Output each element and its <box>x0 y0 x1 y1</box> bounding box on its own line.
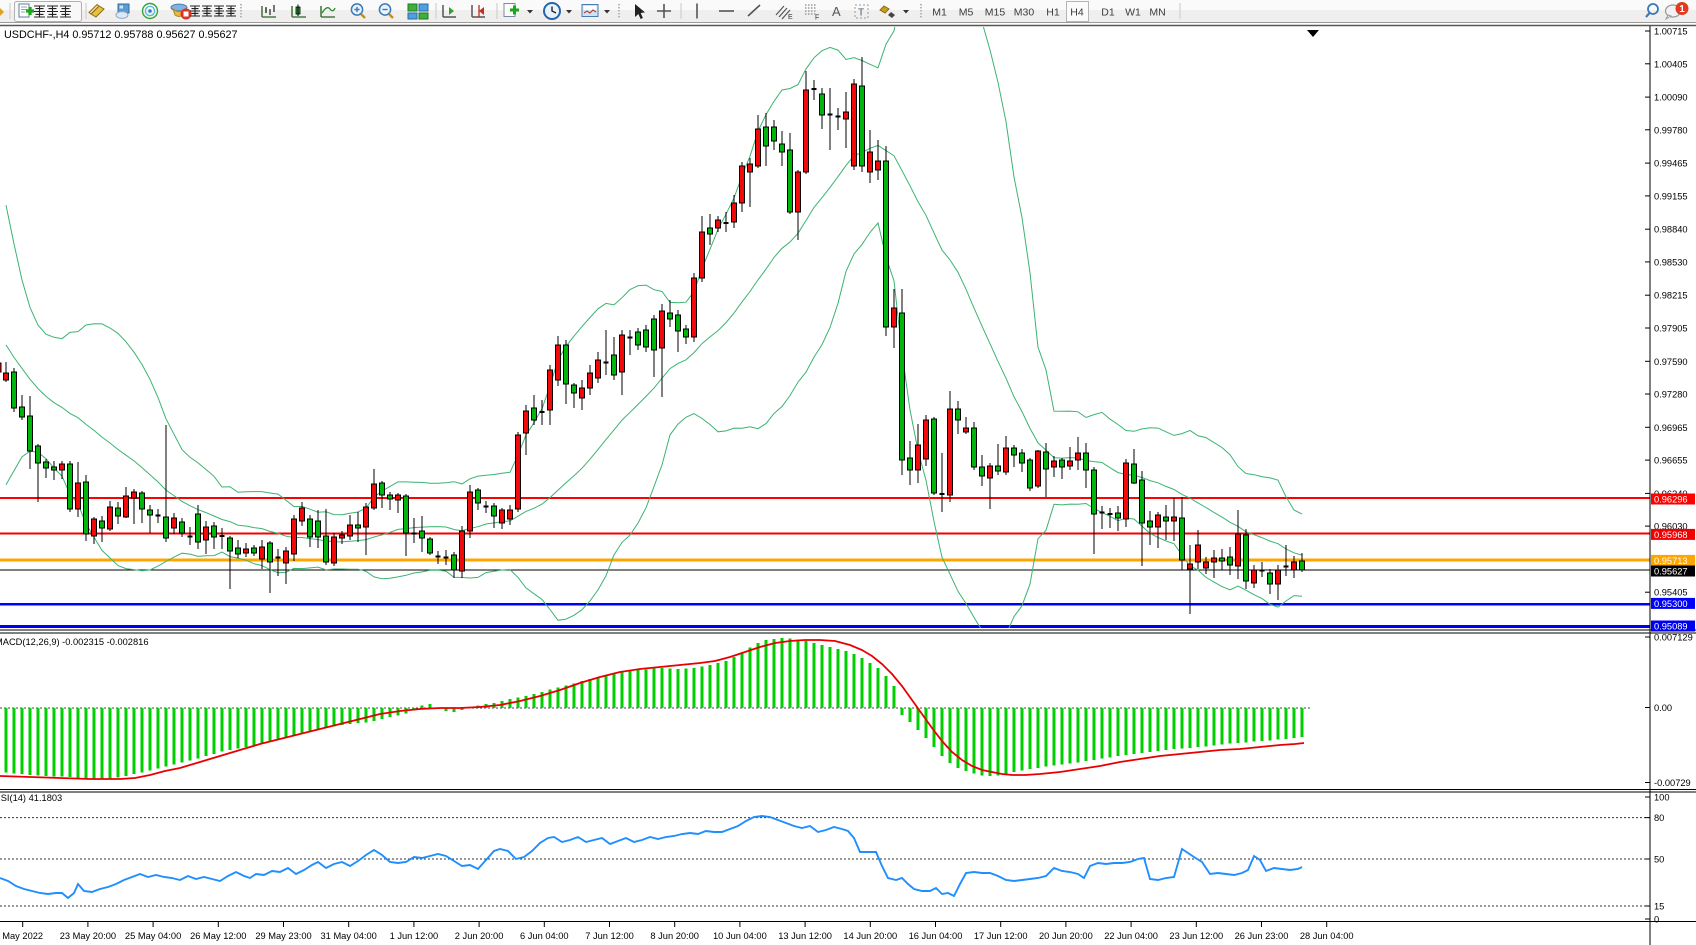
svg-text:7 Jun 12:00: 7 Jun 12:00 <box>585 931 634 941</box>
svg-text:15: 15 <box>1654 902 1664 912</box>
svg-text:0.96965: 0.96965 <box>1654 423 1688 433</box>
svg-text:D1: D1 <box>1101 7 1115 19</box>
svg-text:0.95713: 0.95713 <box>1654 556 1688 566</box>
svg-text:16 Jun 04:00: 16 Jun 04:00 <box>909 931 963 941</box>
svg-text:0.95089: 0.95089 <box>1654 622 1688 632</box>
svg-text:0.97905: 0.97905 <box>1654 324 1688 334</box>
svg-text:M1: M1 <box>932 7 947 19</box>
svg-text:M30: M30 <box>1014 7 1035 19</box>
svg-text:31 May 04:00: 31 May 04:00 <box>321 931 377 941</box>
svg-text:14 Jun 20:00: 14 Jun 20:00 <box>843 931 897 941</box>
svg-text:0.95968: 0.95968 <box>1654 530 1688 540</box>
svg-text:50: 50 <box>1654 855 1664 865</box>
svg-text:F: F <box>815 15 819 22</box>
svg-text:0.96655: 0.96655 <box>1654 456 1688 466</box>
svg-text:13 Jun 12:00: 13 Jun 12:00 <box>778 931 832 941</box>
svg-text:1.00090: 1.00090 <box>1654 93 1688 103</box>
svg-text:10 Jun 04:00: 10 Jun 04:00 <box>713 931 767 941</box>
svg-text:M5: M5 <box>959 7 974 19</box>
svg-text:E: E <box>788 14 793 21</box>
svg-text:26 Jun 23:00: 26 Jun 23:00 <box>1235 931 1289 941</box>
svg-text:May 2022: May 2022 <box>2 931 43 941</box>
svg-text:0.95300: 0.95300 <box>1654 599 1688 609</box>
svg-text:6 Jun 04:00: 6 Jun 04:00 <box>520 931 569 941</box>
svg-text:0.98840: 0.98840 <box>1654 225 1688 235</box>
svg-text:W1: W1 <box>1125 7 1141 19</box>
svg-text:26 May 12:00: 26 May 12:00 <box>190 931 246 941</box>
svg-text:USDCHF-,H4 0.95712 0.95788 0.: USDCHF-,H4 0.95712 0.95788 0.95627 0.956… <box>4 29 238 41</box>
svg-text:100: 100 <box>1654 793 1670 803</box>
svg-text:28 Jun 04:00: 28 Jun 04:00 <box>1300 931 1354 941</box>
svg-text:0.95405: 0.95405 <box>1654 588 1688 598</box>
svg-text:0.98215: 0.98215 <box>1654 291 1688 301</box>
svg-text:H1: H1 <box>1046 7 1060 19</box>
svg-text:0.96030: 0.96030 <box>1654 522 1688 532</box>
svg-text:8 Jun 20:00: 8 Jun 20:00 <box>650 931 699 941</box>
svg-text:0: 0 <box>1654 915 1659 925</box>
svg-text:M15: M15 <box>985 7 1006 19</box>
svg-text:0.96296: 0.96296 <box>1654 495 1688 505</box>
svg-text:0.99155: 0.99155 <box>1654 191 1688 201</box>
svg-text:0.007129: 0.007129 <box>1654 633 1693 643</box>
svg-text:0.97590: 0.97590 <box>1654 357 1688 367</box>
svg-text:1 Jun 12:00: 1 Jun 12:00 <box>390 931 439 941</box>
svg-text:-0.00729: -0.00729 <box>1654 778 1691 788</box>
svg-text:1.00405: 1.00405 <box>1654 59 1688 69</box>
svg-text:80: 80 <box>1654 813 1664 823</box>
svg-text:1.00715: 1.00715 <box>1654 27 1688 37</box>
svg-text:22 Jun 04:00: 22 Jun 04:00 <box>1104 931 1158 941</box>
svg-text:MN: MN <box>1149 7 1165 19</box>
svg-text:0.95627: 0.95627 <box>1654 567 1688 577</box>
svg-text:29 May 23:00: 29 May 23:00 <box>255 931 311 941</box>
svg-text:H4: H4 <box>1070 7 1084 19</box>
svg-text:0.99780: 0.99780 <box>1654 125 1688 135</box>
svg-text:0.97280: 0.97280 <box>1654 390 1688 400</box>
svg-text:0.00: 0.00 <box>1654 703 1672 713</box>
svg-text:MACD(12,26,9) -0.002315 -0.002: MACD(12,26,9) -0.002315 -0.002816 <box>0 637 149 647</box>
svg-text:A: A <box>832 4 841 19</box>
svg-text:2 Jun 20:00: 2 Jun 20:00 <box>455 931 504 941</box>
svg-text:0.99465: 0.99465 <box>1654 159 1688 169</box>
svg-text:23 May 20:00: 23 May 20:00 <box>60 931 116 941</box>
svg-text:20 Jun 20:00: 20 Jun 20:00 <box>1039 931 1093 941</box>
svg-text:0.98530: 0.98530 <box>1654 257 1688 267</box>
svg-text:23 Jun 12:00: 23 Jun 12:00 <box>1169 931 1223 941</box>
svg-text:1: 1 <box>1679 4 1685 15</box>
svg-text:25 May 04:00: 25 May 04:00 <box>125 931 181 941</box>
svg-text:RSI(14) 41.1803: RSI(14) 41.1803 <box>0 793 62 803</box>
svg-text:T: T <box>858 8 864 19</box>
svg-text:17 Jun 12:00: 17 Jun 12:00 <box>974 931 1028 941</box>
